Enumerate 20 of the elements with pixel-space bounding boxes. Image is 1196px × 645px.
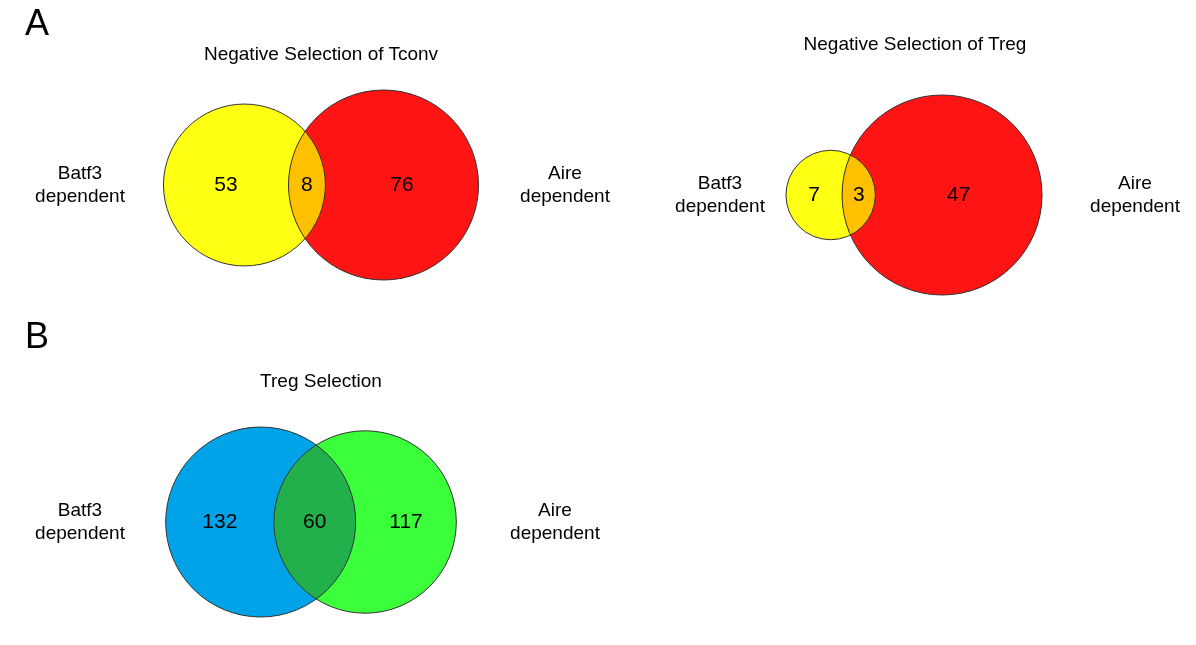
text: Negative Selection of Treg [803, 33, 1027, 55]
text: A [25, 1, 50, 43]
text: B [25, 314, 50, 356]
data-label: 8 [301, 171, 313, 195]
data-label: 53 [214, 171, 238, 195]
data-label: 3 [852, 181, 865, 205]
category-label: Aire dependent [510, 498, 601, 543]
data-label: 132 [202, 508, 238, 532]
data-label: 7 [808, 181, 820, 205]
data-label: 117 [389, 508, 423, 532]
text: Negative Selection of Tconv [203, 43, 439, 65]
data-label: 60 [303, 508, 327, 532]
text: Treg Selection [260, 370, 382, 392]
category-label: Batf3 dependent [35, 498, 126, 543]
data-label: 76 [390, 171, 414, 195]
category-label: Batf3 dependent [675, 171, 766, 216]
data-label: 47 [947, 181, 971, 205]
category-label: Aire dependent [520, 161, 611, 206]
category-label: Aire dependent [1090, 171, 1181, 216]
category-label: Batf3 dependent [35, 161, 126, 206]
